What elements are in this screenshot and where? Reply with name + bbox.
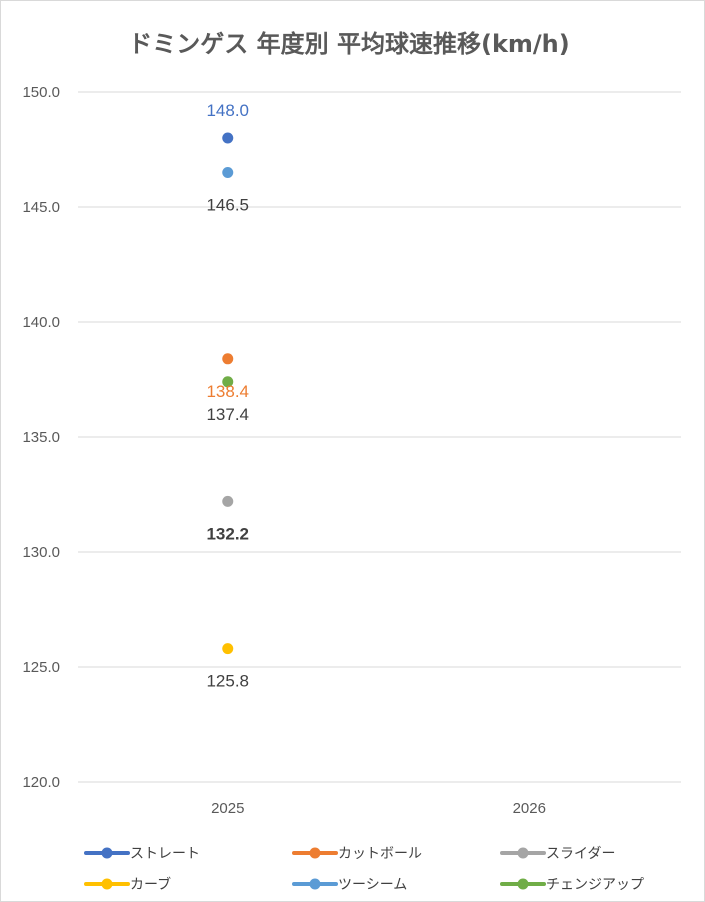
legend-marker xyxy=(309,847,321,859)
legend-label: カットボール xyxy=(338,846,422,862)
data-point xyxy=(222,132,234,144)
legend-marker xyxy=(309,878,321,890)
data-point xyxy=(222,167,234,178)
data-point xyxy=(222,643,234,655)
x-axis-tick-labels: 2025 2026 xyxy=(211,800,546,817)
chart-title: ドミンゲス 年度別 平均球速推移(km/h) xyxy=(128,30,569,58)
data-label: 132.2 xyxy=(206,524,249,543)
x-tick-label: 2026 xyxy=(513,800,546,817)
data-point xyxy=(222,495,234,507)
legend-marker xyxy=(517,878,529,890)
y-axis-tick-labels: 150.0 145.0 140.0 135.0 130.0 125.0 120.0 xyxy=(22,84,60,791)
y-tick-label: 145.0 xyxy=(22,199,60,216)
grid-lines xyxy=(78,91,681,783)
legend-label: ストレート xyxy=(130,846,200,862)
legend-label: ツーシーム xyxy=(338,877,407,893)
legend-label: チェンジアップ xyxy=(546,877,644,893)
y-tick-label: 140.0 xyxy=(22,314,60,331)
legend-marker xyxy=(101,878,113,890)
legend-marker xyxy=(517,847,529,859)
data-labels: 148.0 138.4 132.2 125.8 146.5 137.4 xyxy=(206,101,249,691)
legend-marker xyxy=(101,847,113,859)
data-point xyxy=(222,376,234,388)
y-tick-label: 120.0 xyxy=(22,774,60,791)
x-tick-label: 2025 xyxy=(211,800,244,817)
data-label: 146.5 xyxy=(206,196,249,215)
data-label: 148.0 xyxy=(206,101,249,120)
legend-label: スライダー xyxy=(546,846,615,862)
data-points xyxy=(222,132,234,655)
data-point xyxy=(222,353,234,365)
y-tick-label: 135.0 xyxy=(22,429,60,446)
legend-label: カーブ xyxy=(130,876,171,893)
y-tick-label: 130.0 xyxy=(22,544,60,561)
y-tick-label: 125.0 xyxy=(22,659,60,676)
data-label: 138.4 xyxy=(206,382,249,401)
data-label: 125.8 xyxy=(206,672,249,691)
data-label: 137.4 xyxy=(206,405,249,424)
y-tick-label: 150.0 xyxy=(22,84,60,101)
